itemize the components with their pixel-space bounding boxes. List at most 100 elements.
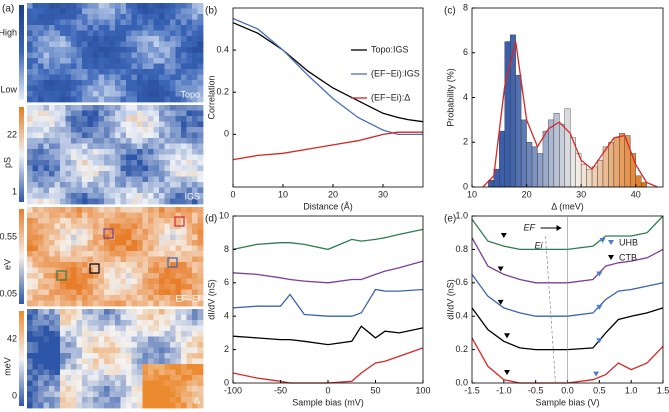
map-cell	[131, 218, 138, 224]
map-cell	[104, 364, 110, 370]
map-cell	[159, 402, 165, 409]
map-cell	[87, 289, 94, 296]
map-cell	[137, 193, 143, 199]
map-cell	[104, 402, 110, 409]
map-cell	[32, 240, 39, 246]
map-cell	[93, 300, 99, 307]
map-cell	[186, 165, 193, 172]
map-cell	[197, 320, 204, 326]
map-cell	[137, 47, 143, 53]
map-cell	[49, 132, 55, 139]
map-cell	[192, 138, 198, 144]
map-cell	[192, 212, 198, 219]
map-cell	[137, 96, 143, 103]
map-cell	[54, 364, 61, 370]
map-cell	[54, 207, 61, 213]
map-cell	[104, 229, 110, 235]
map-cell	[43, 325, 50, 332]
map-cell	[49, 14, 55, 20]
map-cell	[148, 212, 154, 219]
map-cell	[38, 295, 44, 301]
map-cell	[76, 171, 83, 177]
map-cell	[186, 182, 193, 188]
map-cell	[175, 284, 182, 290]
map-cell	[93, 358, 99, 365]
map-cell	[131, 96, 138, 103]
map-cell	[109, 251, 116, 257]
map-cell	[164, 198, 171, 205]
map-cell	[181, 110, 187, 117]
map-cell	[65, 143, 72, 150]
map-cell	[197, 160, 204, 166]
x-tick-label: 0.5	[593, 385, 606, 395]
map-cell	[71, 251, 77, 257]
map-cell	[49, 300, 55, 307]
map-cell	[115, 14, 121, 20]
map-cell	[54, 391, 61, 398]
map-cell	[109, 19, 116, 26]
map-cell	[142, 295, 149, 301]
map-cell	[65, 3, 72, 9]
map-cell	[115, 110, 121, 117]
map-cell	[192, 353, 198, 359]
map-cell	[93, 309, 99, 315]
map-cell	[115, 149, 121, 155]
map-cell	[115, 85, 121, 92]
map-cell	[87, 364, 94, 370]
x-axis-label: Distance (Å)	[303, 201, 353, 211]
map-cell	[142, 234, 149, 241]
cbar-bottom: Low	[0, 84, 17, 94]
map-cell	[43, 234, 50, 241]
map-cell	[115, 229, 121, 235]
map-cell	[60, 110, 66, 117]
map-cell	[181, 347, 187, 354]
map-cell	[197, 240, 204, 246]
map-cell	[43, 267, 50, 274]
map-cell	[164, 347, 171, 354]
map-cell	[109, 47, 116, 53]
map-cell	[131, 234, 138, 241]
map-cell	[120, 289, 127, 296]
map-cell	[192, 256, 198, 263]
map-cell	[148, 295, 154, 301]
map-cell	[175, 132, 182, 139]
map-cell	[115, 342, 121, 348]
map-cell	[148, 353, 154, 359]
map-cell	[71, 74, 77, 81]
map-cell	[148, 207, 154, 213]
map-cell	[82, 369, 88, 376]
map-cell	[126, 207, 132, 213]
map-cell	[65, 132, 72, 139]
map-cell	[181, 116, 187, 122]
map-cell	[71, 284, 77, 290]
map-cell	[175, 176, 182, 183]
map-cell	[60, 207, 66, 213]
map-cell	[71, 289, 77, 296]
colorbar	[19, 209, 24, 304]
map-cell	[65, 300, 72, 307]
map-cell	[170, 110, 176, 117]
map-cell	[137, 30, 143, 37]
map-cell	[54, 85, 61, 92]
map-cell	[87, 132, 94, 139]
map-cell	[38, 143, 44, 150]
map-cell	[148, 154, 154, 161]
map-cell	[93, 47, 99, 53]
map-cell	[82, 154, 88, 161]
map-cell	[98, 300, 105, 307]
map-cell	[197, 256, 204, 263]
series-line	[471, 307, 664, 351]
map-cell	[115, 198, 121, 205]
map-cell	[197, 262, 204, 268]
map-cell	[104, 8, 110, 15]
map-cell	[170, 300, 176, 307]
map-cell	[153, 19, 160, 26]
map-cell	[170, 245, 176, 252]
map-cell	[54, 171, 61, 177]
map-cell	[170, 19, 176, 26]
map-cell	[181, 353, 187, 359]
map-cell	[43, 364, 50, 370]
map-cell	[197, 30, 204, 37]
map-cell	[87, 36, 94, 42]
map-cell	[32, 47, 39, 53]
